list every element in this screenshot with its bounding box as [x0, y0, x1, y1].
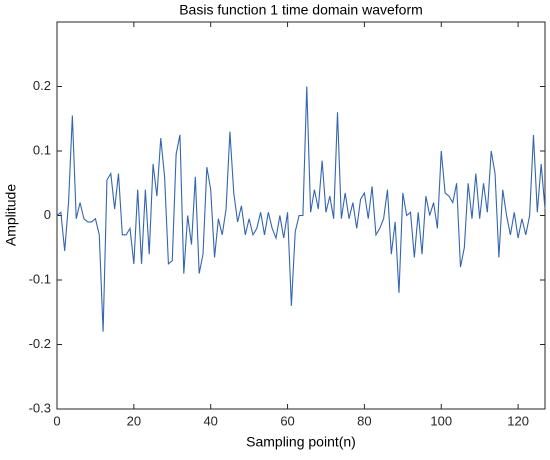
x-tick-label: 40 — [203, 413, 217, 428]
y-tick-label: 0.2 — [33, 78, 51, 93]
y-tick-label: -0.3 — [29, 400, 51, 415]
x-tick-label: 20 — [127, 413, 141, 428]
y-tick-label: 0.1 — [33, 142, 51, 157]
chart-title: Basis function 1 time domain waveform — [179, 2, 423, 18]
y-tick-label: -0.1 — [29, 271, 51, 286]
x-tick-label: 100 — [430, 413, 452, 428]
data-line — [56, 86, 546, 332]
y-axis-label: Amplitude — [3, 184, 19, 246]
x-axis-label: Sampling point(n) — [246, 434, 356, 450]
x-tick-label: 80 — [357, 413, 371, 428]
y-tick-label: 0 — [44, 207, 51, 222]
y-tick-label: -0.2 — [29, 336, 51, 351]
x-tick-label: 120 — [507, 413, 529, 428]
x-tick-label: 0 — [53, 413, 60, 428]
x-tick-label: 60 — [280, 413, 294, 428]
